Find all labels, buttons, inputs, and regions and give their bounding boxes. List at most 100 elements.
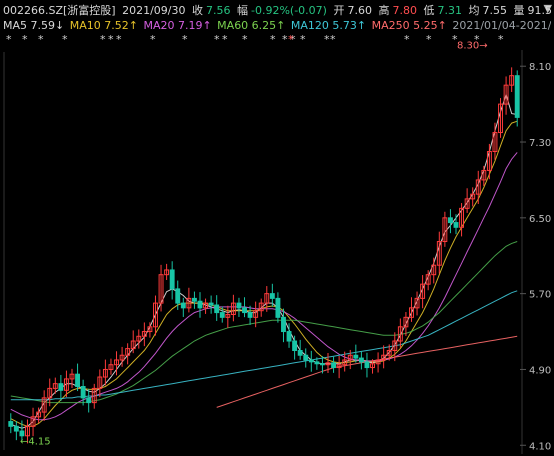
candle-up: [41, 397, 47, 413]
candle-up: [114, 359, 119, 366]
candle-down: [514, 75, 520, 118]
low-label: 低: [423, 4, 435, 17]
candle-up: [164, 269, 170, 276]
candle-down: [308, 359, 314, 363]
candle-down: [447, 217, 453, 224]
candle-down: [236, 302, 242, 309]
ma60-legend: MA60 6.25↑: [217, 19, 286, 32]
star-marker-red: *: [288, 33, 294, 46]
candle-up: [464, 198, 470, 209]
candle-up: [130, 340, 136, 350]
candle-up: [47, 387, 53, 399]
candle-up: [436, 241, 442, 266]
ma5-legend: MA5 7.59↓: [3, 19, 65, 32]
candle-up: [264, 293, 270, 304]
star-marker: *: [6, 33, 12, 46]
candle-up: [230, 302, 236, 315]
low-value: 7.31: [437, 4, 462, 17]
candle-down: [219, 312, 225, 318]
candle-up: [498, 103, 503, 134]
star-marker: *: [324, 33, 330, 46]
change-label: 幅: [237, 4, 248, 17]
close-label: 收: [192, 4, 203, 17]
candle-up: [347, 354, 353, 361]
candle-up: [102, 368, 108, 378]
candle-down: [169, 269, 175, 290]
ma20-legend: MA20 7.19↑: [143, 19, 212, 32]
candle-down: [247, 312, 253, 318]
quote-header: 002266.SZ[浙富控股] 2021/09/30 收 7.56 幅 -0.92%…: [3, 4, 551, 17]
candle-up: [375, 359, 381, 365]
star-marker: *: [22, 33, 28, 46]
candle-down: [80, 386, 86, 399]
change-value: -0.92%(-0.07): [251, 4, 327, 17]
candle-up: [381, 354, 387, 361]
star-marker: *: [330, 33, 336, 46]
star-marker: *: [100, 33, 106, 46]
ma250-legend: MA250 5.25↑: [371, 19, 447, 32]
star-marker: *: [270, 33, 276, 46]
candle-down: [242, 307, 247, 314]
vol-value: 91.55万: [527, 4, 551, 17]
candle-up: [25, 425, 30, 437]
y-tick-label: 8.10: [529, 62, 551, 73]
candle-down: [353, 354, 359, 359]
quote-date: 2021/09/30: [122, 4, 186, 17]
candle-up: [225, 313, 231, 318]
candle-up: [397, 326, 403, 342]
high-value: 7.80: [392, 4, 417, 17]
star-marker: *: [498, 33, 504, 46]
candle-up: [414, 297, 420, 309]
candle-down: [364, 361, 370, 369]
candle-up: [52, 383, 58, 389]
avg-value: 7.55: [482, 4, 507, 17]
candle-up: [147, 326, 153, 333]
candle-up: [470, 193, 476, 200]
candle-up: [425, 274, 431, 285]
ma-legend: MA5 7.59↓ MA10 7.52↑ MA20 7.19↑ MA60 6.2…: [3, 19, 551, 32]
close-value: 7.56: [206, 4, 231, 17]
candle-up: [108, 364, 114, 370]
candle-up: [253, 310, 259, 318]
candle-up: [503, 84, 509, 105]
star-marker: *: [108, 33, 114, 46]
ma120-legend: MA120 5.73↑: [290, 19, 367, 32]
candle-down: [19, 430, 25, 437]
ma120-line: [10, 290, 518, 401]
candle-down: [180, 302, 186, 309]
high-annotation: 8.30→: [457, 40, 488, 51]
y-tick-label: 6.50: [529, 214, 551, 225]
candle-down: [358, 357, 364, 363]
candle-up: [158, 274, 164, 304]
candle-down: [75, 373, 81, 388]
ma10-line: [10, 120, 518, 427]
y-tick-label: 7.30: [529, 138, 551, 149]
candle-up: [431, 264, 437, 276]
candle-up: [492, 132, 498, 153]
low-annotation: ←4.15: [20, 437, 51, 448]
candle-down: [269, 293, 275, 299]
star-marker: *: [242, 33, 248, 46]
candle-up: [325, 362, 331, 366]
star-marker: *: [282, 33, 288, 46]
candle-up: [141, 331, 147, 337]
y-tick-label: 4.10: [529, 441, 551, 452]
dropdown-triangle-icon[interactable]: ▼: [543, 2, 552, 15]
candle-down: [319, 363, 325, 366]
candle-down: [303, 354, 309, 361]
candle-down: [214, 304, 220, 314]
candle-up: [69, 373, 75, 380]
candle-down: [58, 383, 64, 391]
candle-down: [281, 316, 286, 333]
candle-up: [91, 387, 97, 404]
star-marker: *: [426, 33, 432, 46]
candle-up: [392, 340, 398, 351]
candle-up: [97, 376, 103, 389]
candle-up: [481, 169, 487, 181]
star-marker: *: [222, 33, 228, 46]
candle-down: [297, 350, 303, 356]
avg-label: 均: [468, 4, 480, 17]
candle-down: [197, 300, 203, 309]
candle-up: [36, 411, 42, 418]
